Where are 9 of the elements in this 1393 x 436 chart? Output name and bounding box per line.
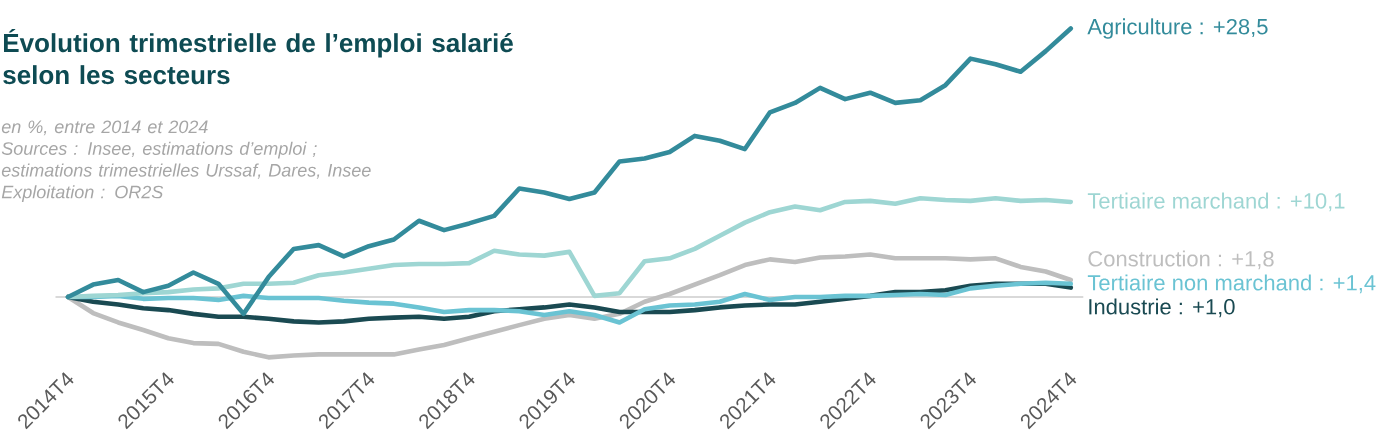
text: Évolution trimestrielle de l’emploi salarié selon les secteurs — [3, 28, 513, 85]
text: en %, entre 2014 et 2024 — [1, 120, 208, 136]
series-label: Tertiaire marchand : +10,1 — [1087, 192, 1345, 212]
series-label: Construction : +1,8 — [1088, 250, 1274, 270]
series-label: Tertiaire non marchand : +1,4 — [1087, 274, 1376, 294]
annotation: Exploitation : OR2S — [1, 185, 164, 202]
series-label: Industrie : +1,0 — [1089, 298, 1235, 318]
annotation: Sources : Insee, estimations d’emploi ; estimations trimestrielles Urssaf, Dares, Insee — [1, 141, 371, 179]
series-label: Agriculture : +28,5 — [1087, 18, 1268, 39]
